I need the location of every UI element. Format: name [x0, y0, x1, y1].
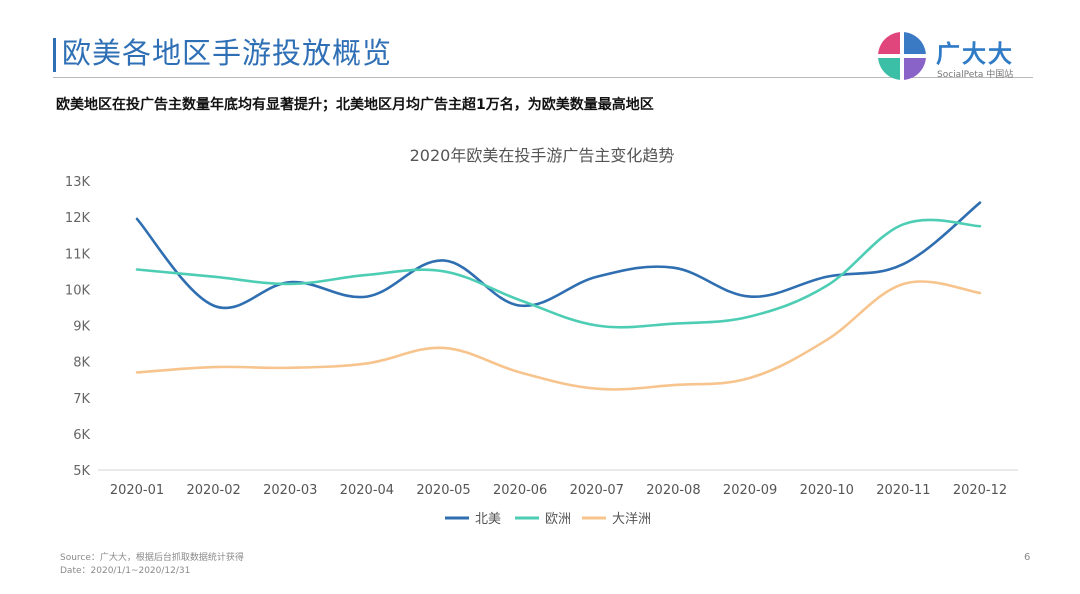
y-tick-label: 11K	[65, 247, 91, 262]
x-tick-label: 2020-05	[416, 483, 470, 498]
title-accent-bar	[53, 38, 56, 72]
x-tick-label: 2020-01	[110, 483, 164, 498]
y-tick-label: 8K	[73, 356, 90, 371]
title-divider	[53, 77, 1033, 78]
y-tick-label: 5K	[73, 464, 90, 479]
legend-label: 北美	[475, 512, 501, 527]
series-line-2	[135, 218, 982, 329]
y-tick-label: 7K	[73, 392, 90, 407]
source-note: Source：广大大，根据后台抓取数据统计获得	[60, 553, 244, 563]
x-tick-label: 2020-09	[723, 483, 777, 498]
y-tick-label: 10K	[65, 283, 91, 298]
logo-name: 广大大	[936, 40, 1014, 68]
page-number: 6	[1024, 552, 1031, 563]
y-tick-label: 13K	[65, 175, 91, 190]
y-tick-label: 6K	[73, 428, 90, 443]
date-note: Date：2020/1/1~2020/12/31	[60, 566, 191, 576]
page-title: 欧美各地区手游投放概览	[62, 36, 393, 70]
logo-subtitle: SocialPeta 中国站	[937, 70, 1014, 80]
x-tick-label: 2020-04	[340, 483, 394, 498]
x-tick-label: 2020-08	[646, 483, 700, 498]
y-tick-label: 12K	[65, 211, 91, 226]
series-line-3	[135, 280, 982, 391]
y-tick-label: 9K	[73, 320, 90, 335]
slide-subtitle: 欧美地区在投广告主数量年底均有显著提升；北美地区月均广告主超1万名，为欧美数量最…	[56, 97, 654, 113]
footer-notes: Source：广大大，根据后台抓取数据统计获得 Date：2020/1/1~20…	[60, 552, 244, 578]
x-tick-label: 2020-02	[186, 483, 240, 498]
x-tick-label: 2020-10	[800, 483, 854, 498]
series-line-1	[135, 201, 982, 310]
x-tick-label: 2020-12	[953, 483, 1007, 498]
brand-logo: 广大大 SocialPeta 中国站	[876, 30, 1036, 82]
x-tick-label: 2020-06	[493, 483, 547, 498]
logo-mark-icon	[878, 32, 926, 80]
legend-label: 大洋洲	[612, 512, 651, 527]
x-tick-label: 2020-11	[876, 483, 930, 498]
legend-label: 欧洲	[545, 512, 571, 527]
x-tick-label: 2020-07	[570, 483, 624, 498]
chart-title: 2020年欧美在投手游广告主变化趋势	[410, 146, 675, 165]
x-tick-label: 2020-03	[263, 483, 317, 498]
